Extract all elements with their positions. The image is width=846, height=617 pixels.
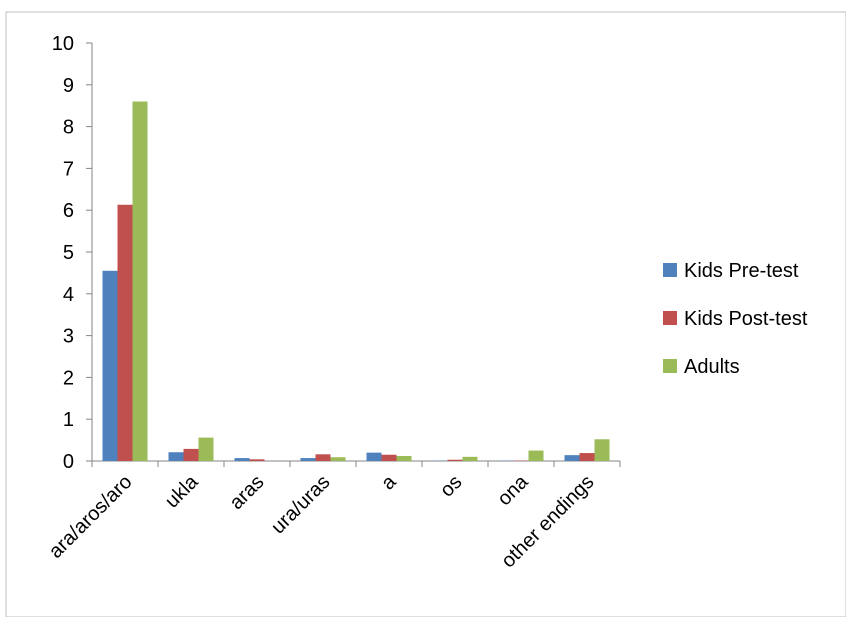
y-tick-label: 0 xyxy=(63,451,74,473)
bar-1-5 xyxy=(447,459,463,461)
bar-0-2 xyxy=(234,458,250,461)
y-tick-label: 6 xyxy=(63,200,74,222)
legend-swatch xyxy=(663,263,677,277)
y-tick-label: 10 xyxy=(52,33,74,55)
y-tick-label: 4 xyxy=(63,284,74,306)
bar-1-2 xyxy=(249,459,265,461)
bar-2-4 xyxy=(396,455,412,461)
legend: Kids Pre-test Kids Post-test Adults xyxy=(663,260,808,378)
y-tick-label: 9 xyxy=(63,75,74,97)
y-tick-label: 7 xyxy=(63,158,74,180)
bar-0-7 xyxy=(564,455,580,461)
y-tick-label: 3 xyxy=(63,326,74,348)
y-tick-label: 8 xyxy=(63,117,74,139)
bar-1-1 xyxy=(183,448,199,461)
legend-swatch xyxy=(663,311,677,325)
legend-label: Kids Pre-test xyxy=(684,260,799,282)
bar-0-3 xyxy=(300,458,316,461)
bars xyxy=(102,101,610,462)
y-tick-label: 5 xyxy=(63,242,74,264)
y-tick-label: 1 xyxy=(63,409,74,431)
bar-2-1 xyxy=(198,437,214,461)
bar-1-7 xyxy=(579,453,595,461)
bar-2-6 xyxy=(528,450,544,461)
bar-2-0 xyxy=(132,101,148,462)
bar-0-0 xyxy=(102,270,118,461)
y-tick-label: 2 xyxy=(63,367,74,389)
bar-1-3 xyxy=(315,454,331,461)
bar-2-7 xyxy=(594,439,610,461)
bar-1-0 xyxy=(117,204,133,462)
bar-2-3 xyxy=(330,457,346,461)
legend-label: Kids Post-test xyxy=(684,308,808,330)
bar-0-4 xyxy=(366,452,382,461)
bar-2-5 xyxy=(462,456,478,461)
legend-swatch xyxy=(663,359,677,373)
y-axis: 0 1 2 3 4 5 6 7 8 9 10 xyxy=(52,33,93,473)
legend-label: Adults xyxy=(684,356,740,378)
bar-0-1 xyxy=(168,452,184,461)
bar-1-4 xyxy=(381,454,397,461)
